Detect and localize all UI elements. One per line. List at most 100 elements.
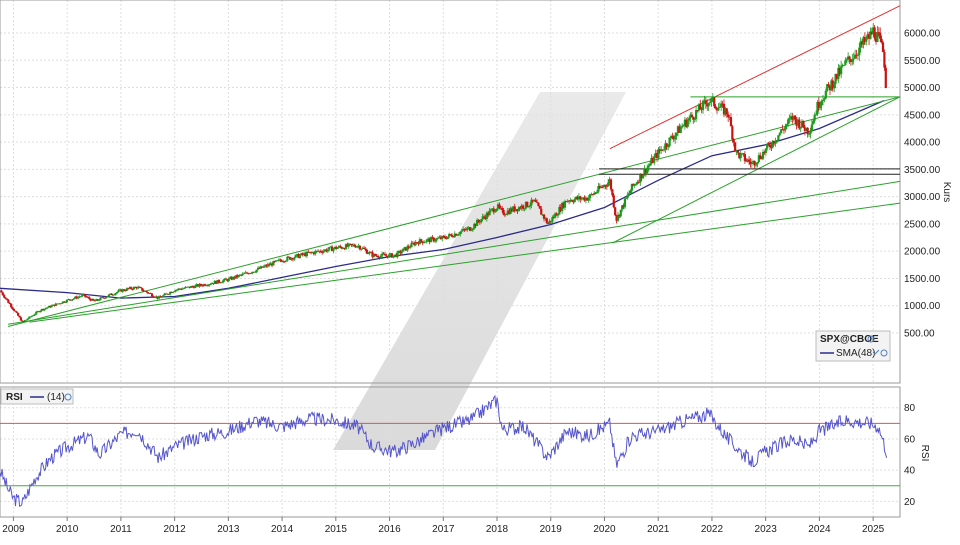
candle-up [608,179,611,183]
y-tick-label: 5000.00 [904,83,941,94]
candle-down [268,264,271,266]
candle-up [491,208,494,210]
y-tick-label: 2000.00 [904,247,941,258]
candle-down [86,296,89,298]
candle-down [611,189,614,196]
candle-up [39,310,42,312]
candle-down [316,250,320,252]
candle-down [37,311,41,313]
candle-down [767,143,770,145]
candle-up [544,218,547,220]
candle-down [449,234,452,235]
candle-up [688,118,691,121]
x-tick-label: 2011 [110,524,132,535]
candle-down [732,139,735,143]
candle-down [576,196,579,200]
candle-up [820,100,823,106]
candle-up [244,272,247,274]
candle-up [26,318,29,320]
candle-down [206,285,209,287]
candle-up [456,234,459,236]
candle-up [190,286,193,288]
candle-up [251,271,254,274]
candle-down [18,315,21,318]
candle-down [736,150,740,153]
candle-down [145,290,148,293]
candle-down [598,186,601,189]
candle-up [862,37,865,45]
candle-down [166,293,169,295]
y-tick-label: 500.00 [904,329,935,340]
candle-up [64,302,67,303]
candle-down [803,127,806,132]
candle-down [743,154,747,161]
candle-down [665,143,668,147]
settings-icon[interactable] [64,393,72,401]
candle-down [83,294,87,297]
candle-down [773,140,776,144]
candle-down [141,287,144,291]
candle-up [187,286,190,288]
settings-icon[interactable] [867,335,875,343]
candle-up [448,234,451,237]
y-tick-label: 5500.00 [904,56,941,67]
candle-down [301,253,304,255]
candle-down [124,290,127,292]
candle-up [533,199,536,202]
candle-down [386,255,389,258]
candle-up [459,231,462,235]
candle-up [619,209,622,217]
candle-up [422,242,426,244]
candle-up [810,124,813,131]
candle-down [699,104,702,110]
candle-up [54,303,57,306]
candle-up [515,209,518,212]
candle-up [741,153,744,155]
candle-down [817,102,820,108]
x-tick-label: 2019 [540,524,563,535]
candle-up [771,140,774,148]
candle-up [347,243,350,247]
candle-up [819,105,822,108]
candle-up [231,276,235,280]
candle-down [884,67,887,88]
candle-up [435,238,438,241]
candle-down [696,110,699,111]
candle-up [79,296,83,298]
candle-up [36,311,39,313]
price-legend-box [815,330,891,362]
candle-up [718,107,721,108]
candle-down [671,136,674,139]
candle-down [404,247,408,251]
candle-down [706,103,709,107]
candle-up [470,229,473,231]
candle-up [453,233,456,238]
y-tick-label: 1500.00 [904,274,941,285]
candle-down [452,236,455,238]
candle-up [854,54,857,59]
settings-icon[interactable] [880,349,888,357]
candle-up [580,198,583,200]
check-icon[interactable] [872,349,880,355]
candle-down [768,144,772,148]
candle-down [70,299,73,301]
candle-up [368,251,371,254]
candle-up [809,130,812,134]
candle-down [53,304,56,306]
candle-up [648,163,652,166]
candle-down [692,116,695,120]
candle-up [636,181,639,184]
y-tick-label: 3000.00 [904,192,941,203]
candle-down [233,276,236,279]
candle-up [494,211,497,213]
candle-up [739,153,742,159]
candle-up [208,284,211,286]
candle-up [830,80,833,91]
candle-down [715,108,719,111]
candle-up [800,120,804,127]
candle-up [634,183,638,185]
candle-up [90,298,94,301]
candle-down [655,153,659,159]
candle-down [17,312,20,316]
candle-down [759,155,762,159]
